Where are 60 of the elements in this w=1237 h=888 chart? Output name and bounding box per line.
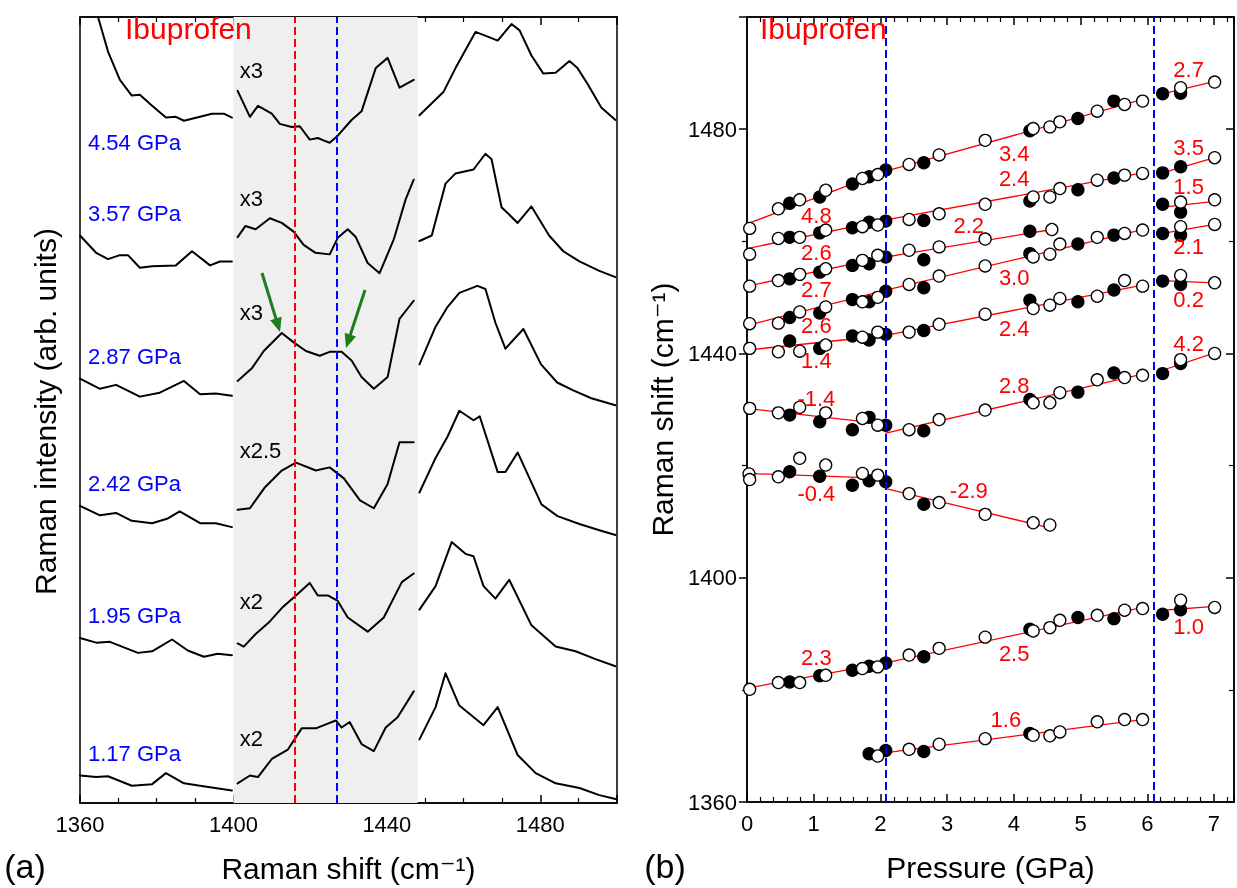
annotation: 1.0 bbox=[1173, 613, 1204, 639]
y-tick-label: 1440 bbox=[688, 340, 737, 366]
annotation: x3 bbox=[239, 185, 263, 211]
chart-title: Ibuprofen bbox=[125, 11, 252, 45]
annotation: 2.6 bbox=[801, 313, 832, 339]
annotation: -2.9 bbox=[949, 477, 988, 503]
y-axis-title: Raman shift (cm⁻¹) bbox=[645, 282, 679, 537]
x-tick-label: 6 bbox=[1141, 810, 1154, 836]
y-axis-title: Raman intensity (arb. units) bbox=[28, 228, 62, 595]
x-tick-label: 4 bbox=[1007, 810, 1020, 836]
x-axis-title: Pressure (GPa) bbox=[886, 850, 1095, 884]
annotation: 2.4 bbox=[998, 315, 1030, 341]
x-axis-title: Raman shift (cm⁻¹) bbox=[221, 851, 476, 885]
annotation: 2.8 bbox=[998, 373, 1030, 399]
text: (b) bbox=[644, 847, 686, 885]
annotation: 1.4 bbox=[801, 348, 832, 374]
series-label: 1.17 GPa bbox=[88, 740, 182, 766]
y-tick-label: 1360 bbox=[688, 789, 737, 815]
annotation: 2.5 bbox=[998, 640, 1030, 666]
series-label: 2.87 GPa bbox=[88, 344, 182, 370]
chart-title: Ibuprofen bbox=[760, 11, 887, 45]
annotation: x2.5 bbox=[239, 438, 282, 464]
x-tick-label: 1360 bbox=[55, 811, 105, 837]
annotation: 1.6 bbox=[990, 706, 1022, 732]
annotation: x3 bbox=[239, 58, 263, 84]
annotation: 2.7 bbox=[1173, 57, 1204, 83]
annotation: 2.4 bbox=[998, 165, 1030, 191]
x-tick-label: 3 bbox=[941, 810, 954, 836]
annotation: x2 bbox=[239, 726, 263, 752]
annotation: -0.4 bbox=[797, 481, 836, 507]
x-tick-label: 1 bbox=[807, 810, 820, 836]
annotation: 0.2 bbox=[1173, 287, 1204, 313]
annotation: 2.1 bbox=[1173, 234, 1204, 260]
annotation: x2 bbox=[239, 588, 263, 614]
annotation: 3.0 bbox=[998, 265, 1030, 291]
annotation: 3.5 bbox=[1173, 134, 1204, 160]
annotation: 2.6 bbox=[801, 239, 832, 265]
text: (a) bbox=[4, 847, 46, 885]
x-tick-label: 1400 bbox=[208, 811, 258, 837]
annotation: 2.7 bbox=[801, 277, 832, 303]
x-tick-label: 0 bbox=[740, 810, 754, 836]
series-label: 3.57 GPa bbox=[88, 201, 182, 227]
x-tick-label: 1480 bbox=[515, 811, 565, 837]
x-tick-label: 2 bbox=[874, 810, 887, 836]
annotation: 2.2 bbox=[953, 212, 985, 238]
x-tick-label: 7 bbox=[1207, 810, 1221, 836]
y-tick-label: 1400 bbox=[688, 565, 737, 591]
annotation: 3.4 bbox=[998, 140, 1030, 166]
annotation: -1.4 bbox=[797, 385, 836, 411]
x-tick-label: 5 bbox=[1074, 810, 1087, 836]
series-label: 4.54 GPa bbox=[88, 130, 182, 156]
annotation: 4.8 bbox=[801, 203, 832, 229]
annotation: 1.5 bbox=[1173, 173, 1204, 199]
annotation: 2.3 bbox=[801, 645, 832, 671]
x-tick-label: 1440 bbox=[362, 811, 412, 837]
series-label: 2.42 GPa bbox=[88, 471, 182, 497]
y-tick-label: 1480 bbox=[688, 116, 737, 142]
annotation: 4.2 bbox=[1173, 331, 1204, 357]
series-label: 1.95 GPa bbox=[88, 603, 182, 629]
annotation: x3 bbox=[239, 300, 263, 326]
